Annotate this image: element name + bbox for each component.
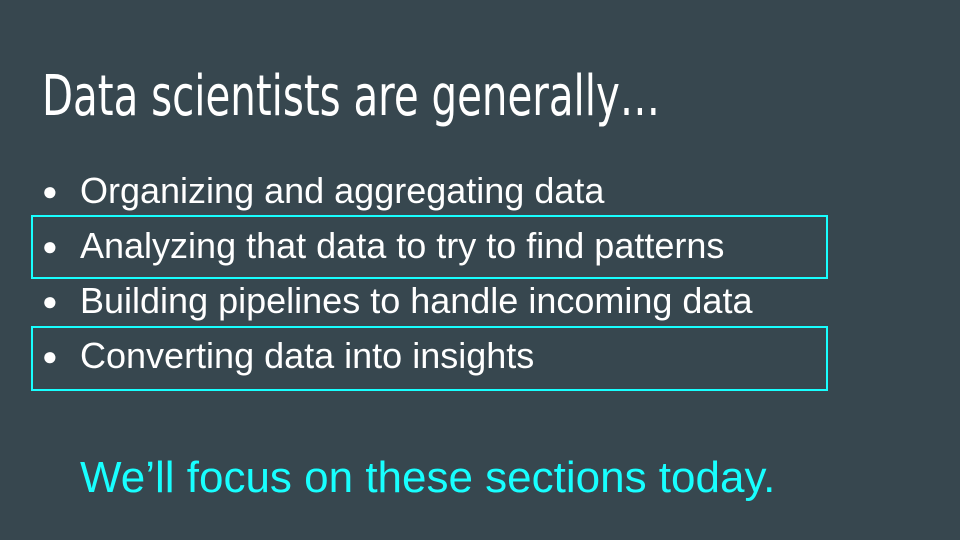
- slide-title: Data scientists are generally…: [42, 64, 661, 129]
- bullet-text: Converting data into insights: [80, 335, 535, 376]
- bullet-dot-icon: ●: [42, 286, 58, 316]
- highlight-box-analyzing: [31, 215, 828, 279]
- bullet-dot-icon: ●: [42, 341, 58, 371]
- bullet-text: Analyzing that data to try to find patte…: [80, 225, 725, 266]
- focus-note: We’ll focus on these sections today.: [80, 453, 776, 502]
- bullet-item: ● Converting data into insights: [42, 328, 842, 384]
- bullet-item: ● Building pipelines to handle incoming …: [42, 273, 842, 329]
- bullet-text: Organizing and aggregating data: [80, 170, 605, 211]
- bullet-item: ● Analyzing that data to try to find pat…: [42, 218, 842, 274]
- bullet-dot-icon: ●: [42, 231, 58, 261]
- bullet-item: ● Organizing and aggregating data: [42, 163, 842, 219]
- highlight-box-converting: [31, 326, 828, 391]
- bullet-dot-icon: ●: [42, 176, 58, 206]
- bullet-text: Building pipelines to handle incoming da…: [80, 280, 753, 321]
